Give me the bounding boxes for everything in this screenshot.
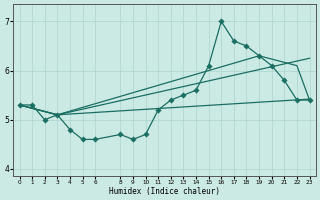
X-axis label: Humidex (Indice chaleur): Humidex (Indice chaleur) <box>109 187 220 196</box>
